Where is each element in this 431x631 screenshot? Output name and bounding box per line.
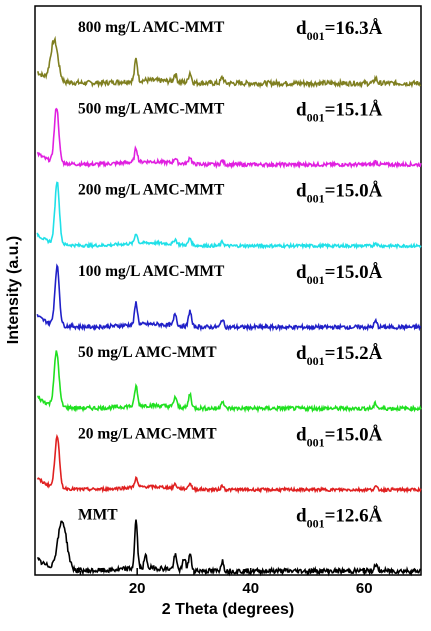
series-line	[37, 350, 422, 414]
x-axis: 20 40 60	[79, 568, 373, 597]
series-label: 800 mg/L AMC-MMT	[78, 19, 225, 36]
d-spacing-symbol: d	[296, 343, 307, 364]
d-spacing-label: d001=12.6Å	[296, 506, 383, 531]
series-line	[36, 181, 422, 250]
y-axis-title: Intensity (a.u.)	[5, 236, 22, 344]
d-spacing-subscript: 001	[307, 29, 325, 43]
d-spacing-label: d001=15.1Å	[296, 99, 383, 124]
d-spacing-subscript: 001	[307, 517, 325, 531]
d-spacing-symbol: d	[296, 99, 307, 120]
d-spacing-label: d001=16.3Å	[296, 18, 383, 43]
x-tick-label: 20	[129, 580, 146, 597]
series-label: 20 mg/L AMC-MMT	[78, 425, 217, 442]
d-spacing-value: =15.1Å	[325, 99, 383, 120]
series-label: 500 mg/L AMC-MMT	[78, 100, 225, 117]
series-line	[36, 263, 421, 332]
d-spacing-subscript: 001	[307, 354, 325, 368]
series-line	[36, 433, 422, 495]
plot-frame	[34, 5, 422, 576]
series-line	[36, 107, 422, 170]
d-spacing-symbol: d	[296, 18, 307, 39]
d-spacing-value: =12.6Å	[325, 506, 383, 527]
d-spacing-symbol: d	[296, 262, 307, 283]
series-label: 200 mg/L AMC-MMT	[78, 182, 225, 199]
d-spacing-symbol: d	[296, 424, 307, 445]
d-spacing-subscript: 001	[307, 435, 325, 449]
d-spacing-subscript: 001	[307, 110, 325, 124]
series-label: 50 mg/L AMC-MMT	[78, 344, 217, 361]
d-spacing-label: d001=15.0Å	[296, 424, 383, 449]
d-spacing-subscript: 001	[307, 273, 325, 287]
d-spacing-value: =15.0Å	[325, 181, 383, 202]
x-tick-label: 60	[356, 580, 373, 597]
d-spacing-value: =15.0Å	[325, 424, 383, 445]
d-spacing-value: =15.2Å	[325, 343, 383, 364]
d-spacing-label: d001=15.0Å	[296, 262, 383, 287]
d-spacing-value: =16.3Å	[325, 18, 383, 39]
d-spacing-label: d001=15.0Å	[296, 181, 383, 206]
d-spacing-value: =15.0Å	[325, 262, 383, 283]
series-label: 100 mg/L AMC-MMT	[78, 263, 225, 280]
series-label: MMT	[78, 507, 118, 524]
d-spacing-label: d001=15.2Å	[296, 343, 383, 368]
d-spacing-symbol: d	[296, 506, 307, 527]
series-line	[37, 519, 422, 577]
x-axis-title: 2 Theta (degrees)	[162, 601, 294, 618]
series-curves	[36, 35, 422, 577]
d-spacing-subscript: 001	[307, 192, 325, 206]
d-spacing-symbol: d	[296, 181, 307, 202]
series-line	[37, 35, 422, 89]
x-tick-label: 40	[242, 580, 259, 597]
